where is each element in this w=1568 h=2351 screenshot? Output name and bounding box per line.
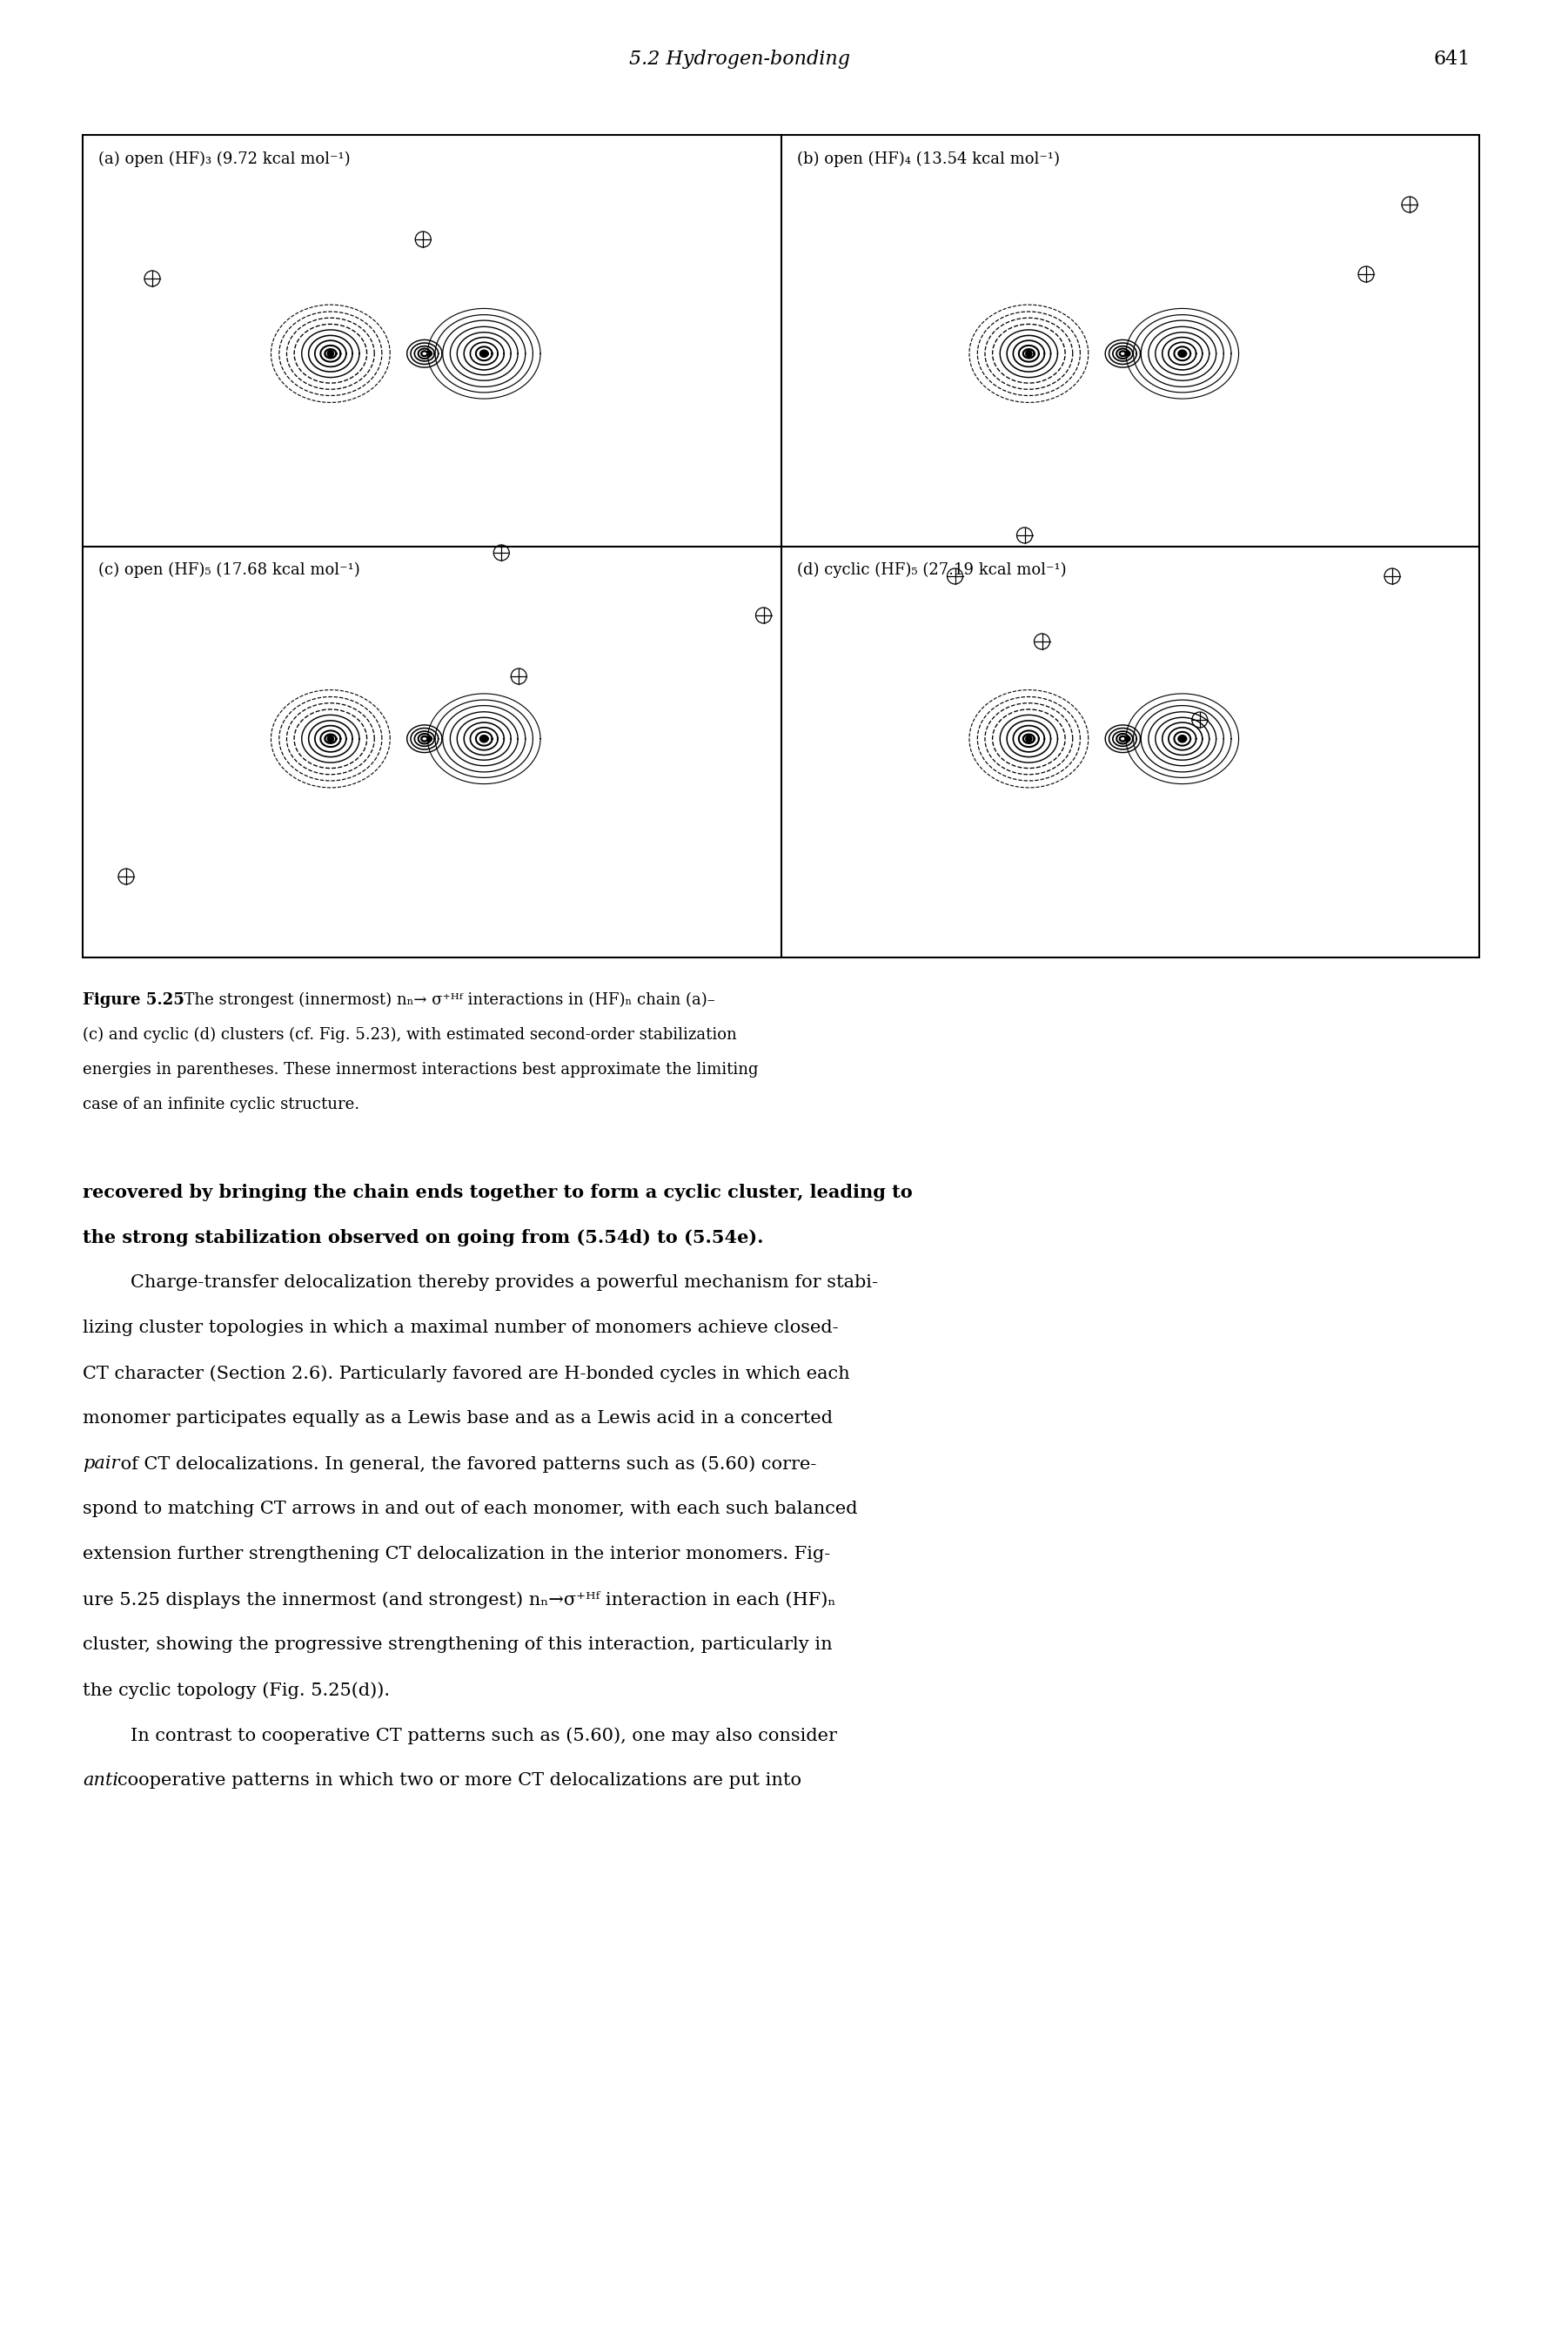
Text: monomer participates equally as a Lewis base and as a Lewis acid in a concerted: monomer participates equally as a Lewis … <box>83 1411 833 1427</box>
Text: CT character (Section 2.6). Particularly favored are H-bonded cycles in which ea: CT character (Section 2.6). Particularly… <box>83 1366 850 1382</box>
Text: 641: 641 <box>1433 49 1471 68</box>
Text: (a) open (HF)₃ (9.72 kcal mol⁻¹): (a) open (HF)₃ (9.72 kcal mol⁻¹) <box>99 150 350 167</box>
Text: the cyclic topology (Fig. 5.25(d)).: the cyclic topology (Fig. 5.25(d)). <box>83 1681 390 1700</box>
Text: The strongest (innermost) nₙ→ σ⁺ᴴᶠ interactions in (HF)ₙ chain (a)–: The strongest (innermost) nₙ→ σ⁺ᴴᶠ inter… <box>174 992 715 1009</box>
Text: cooperative patterns in which two or more CT delocalizations are put into: cooperative patterns in which two or mor… <box>118 1773 801 1789</box>
Text: 5.2 Hydrogen-bonding: 5.2 Hydrogen-bonding <box>629 49 850 68</box>
Text: (c) open (HF)₅ (17.68 kcal mol⁻¹): (c) open (HF)₅ (17.68 kcal mol⁻¹) <box>99 562 361 578</box>
Circle shape <box>1126 736 1131 741</box>
Text: Charge-transfer delocalization thereby provides a powerful mechanism for stabi-: Charge-transfer delocalization thereby p… <box>130 1274 878 1291</box>
Circle shape <box>328 736 334 743</box>
Text: (c) and cyclic (d) clusters (cf. Fig. 5.23), with estimated second-order stabili: (c) and cyclic (d) clusters (cf. Fig. 5.… <box>83 1027 737 1044</box>
Text: Figure 5.25: Figure 5.25 <box>83 992 185 1009</box>
Text: In contrast to cooperative CT patterns such as (5.60), one may also consider: In contrast to cooperative CT patterns s… <box>130 1728 837 1744</box>
Text: the strong stabilization observed on going from (5.54d) to (5.54e).: the strong stabilization observed on goi… <box>83 1230 764 1246</box>
Text: case of an infinite cyclic structure.: case of an infinite cyclic structure. <box>83 1096 359 1112</box>
Text: (b) open (HF)₄ (13.54 kcal mol⁻¹): (b) open (HF)₄ (13.54 kcal mol⁻¹) <box>797 150 1060 167</box>
Text: cluster, showing the progressive strengthening of this interaction, particularly: cluster, showing the progressive strengt… <box>83 1636 833 1653</box>
Text: anti: anti <box>83 1773 118 1789</box>
Circle shape <box>1025 350 1032 357</box>
Circle shape <box>1179 350 1185 357</box>
Text: (d) cyclic (HF)₅ (27.19 kcal mol⁻¹): (d) cyclic (HF)₅ (27.19 kcal mol⁻¹) <box>797 562 1066 578</box>
Circle shape <box>1126 350 1131 355</box>
Text: lizing cluster topologies in which a maximal number of monomers achieve closed-: lizing cluster topologies in which a max… <box>83 1319 839 1335</box>
Text: pair: pair <box>83 1455 119 1472</box>
Bar <box>83 134 1479 957</box>
Text: energies in parentheses. These innermost interactions best approximate the limit: energies in parentheses. These innermost… <box>83 1063 759 1077</box>
Circle shape <box>426 736 433 741</box>
Text: spond to matching CT arrows in and out of each monomer, with each such balanced: spond to matching CT arrows in and out o… <box>83 1500 858 1516</box>
Text: ure 5.25 displays the innermost (and strongest) nₙ→σ⁺ᴴᶠ interaction in each (HF): ure 5.25 displays the innermost (and str… <box>83 1592 836 1608</box>
Circle shape <box>328 350 334 357</box>
Text: recovered by bringing the chain ends together to form a cyclic cluster, leading : recovered by bringing the chain ends tog… <box>83 1185 913 1201</box>
Text: extension further strengthening CT delocalization in the interior monomers. Fig-: extension further strengthening CT deloc… <box>83 1547 831 1563</box>
Circle shape <box>1025 736 1032 743</box>
Circle shape <box>1179 736 1185 743</box>
Text: of CT delocalizations. In general, the favored patterns such as (5.60) corre-: of CT delocalizations. In general, the f… <box>114 1455 817 1472</box>
Circle shape <box>426 350 433 355</box>
Circle shape <box>481 736 488 743</box>
Circle shape <box>481 350 488 357</box>
